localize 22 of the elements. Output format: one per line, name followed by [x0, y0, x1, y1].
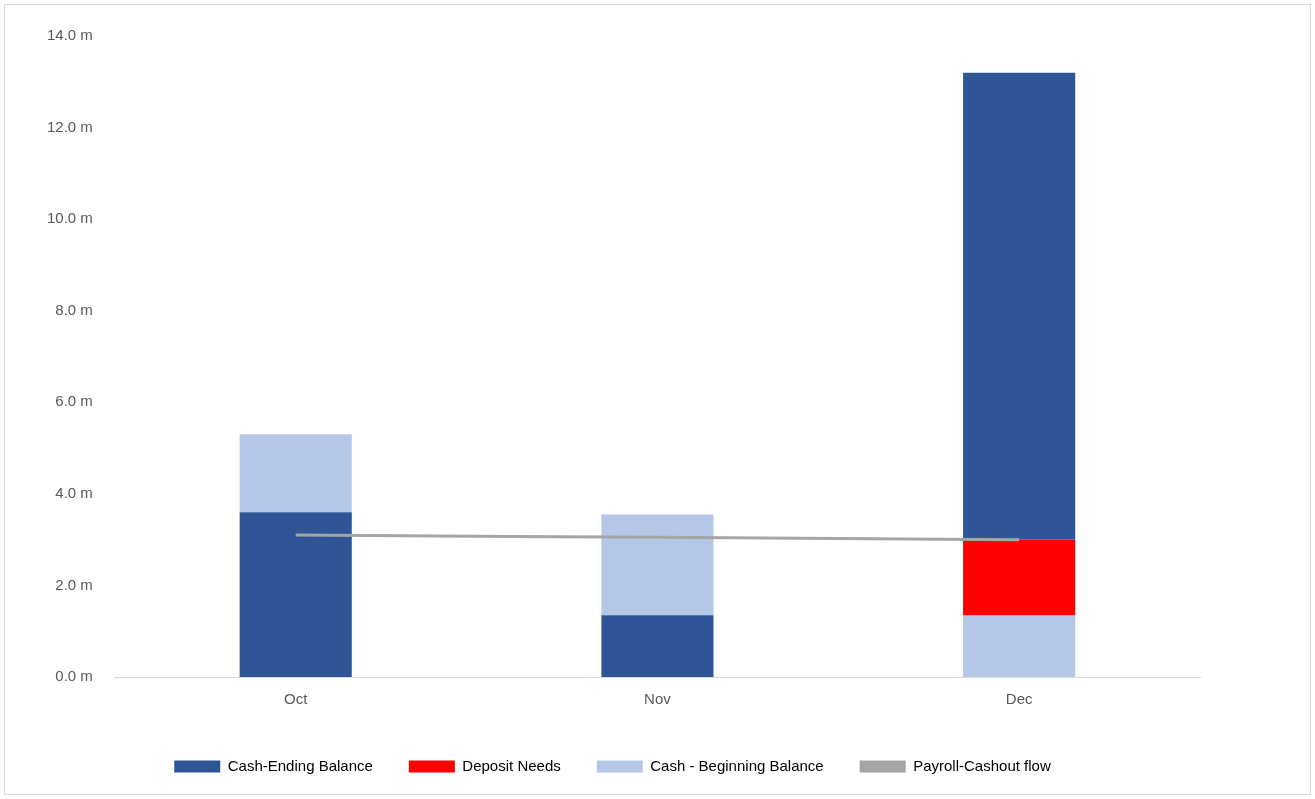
y-tick-label: 4.0 m	[55, 484, 93, 501]
legend-label: Payroll-Cashout flow	[913, 756, 1051, 774]
y-tick-label: 8.0 m	[55, 300, 93, 318]
legend-label: Cash-Ending Balance	[227, 756, 373, 774]
bar	[239, 434, 352, 513]
bar	[239, 512, 352, 677]
y-tick-label: 14.0 m	[47, 26, 93, 44]
bar	[963, 615, 1076, 677]
bar	[963, 72, 1076, 540]
x-tick-label: Nov	[644, 690, 672, 708]
bar	[601, 615, 714, 677]
bar	[963, 539, 1076, 616]
y-tick-label: 6.0 m	[55, 392, 93, 410]
x-tick-label: Oct	[284, 690, 309, 708]
legend-label: Cash - Beginning Balance	[650, 756, 824, 774]
y-tick-label: 10.0 m	[47, 209, 93, 227]
y-tick-label: 12.0 m	[47, 117, 93, 135]
y-tick-label: 0.0 m	[55, 667, 93, 685]
bar	[601, 514, 714, 616]
legend-label: Deposit Needs	[462, 756, 561, 774]
y-tick-label: 2.0 m	[55, 575, 93, 593]
x-tick-label: Dec	[1005, 690, 1033, 708]
